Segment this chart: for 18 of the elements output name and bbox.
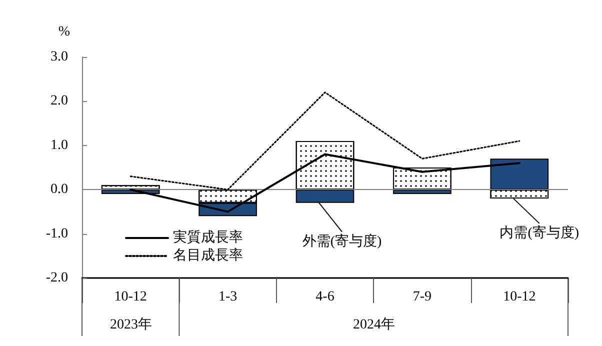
x-tick-label: 10-12 [503, 290, 536, 304]
x-tick-label: 10-12 [114, 290, 147, 304]
text: 2023年 [110, 316, 152, 332]
x-tick-label: 1-3 [218, 290, 238, 304]
y-tick-label: 2.0 [50, 94, 68, 109]
y-tick-label: -2.0 [46, 270, 68, 286]
text: 2024年 [353, 316, 395, 332]
y-axis-title: % [58, 24, 70, 40]
y-tick-label: 3.0 [50, 50, 68, 64]
y-tick-label: -1.0 [46, 226, 68, 242]
annotation: 内需(寄与度) [500, 224, 580, 241]
legend-label: 名目成長率 [173, 248, 243, 264]
y-tick-label: 1.0 [50, 138, 68, 153]
x-tick-label: 4-6 [316, 290, 334, 304]
annotation: 外需(寄与度) [302, 233, 382, 250]
x-tick-label: 7-9 [412, 290, 432, 304]
y-tick-label: 0.0 [50, 182, 68, 198]
legend-label: 実質成長率 [173, 230, 243, 246]
